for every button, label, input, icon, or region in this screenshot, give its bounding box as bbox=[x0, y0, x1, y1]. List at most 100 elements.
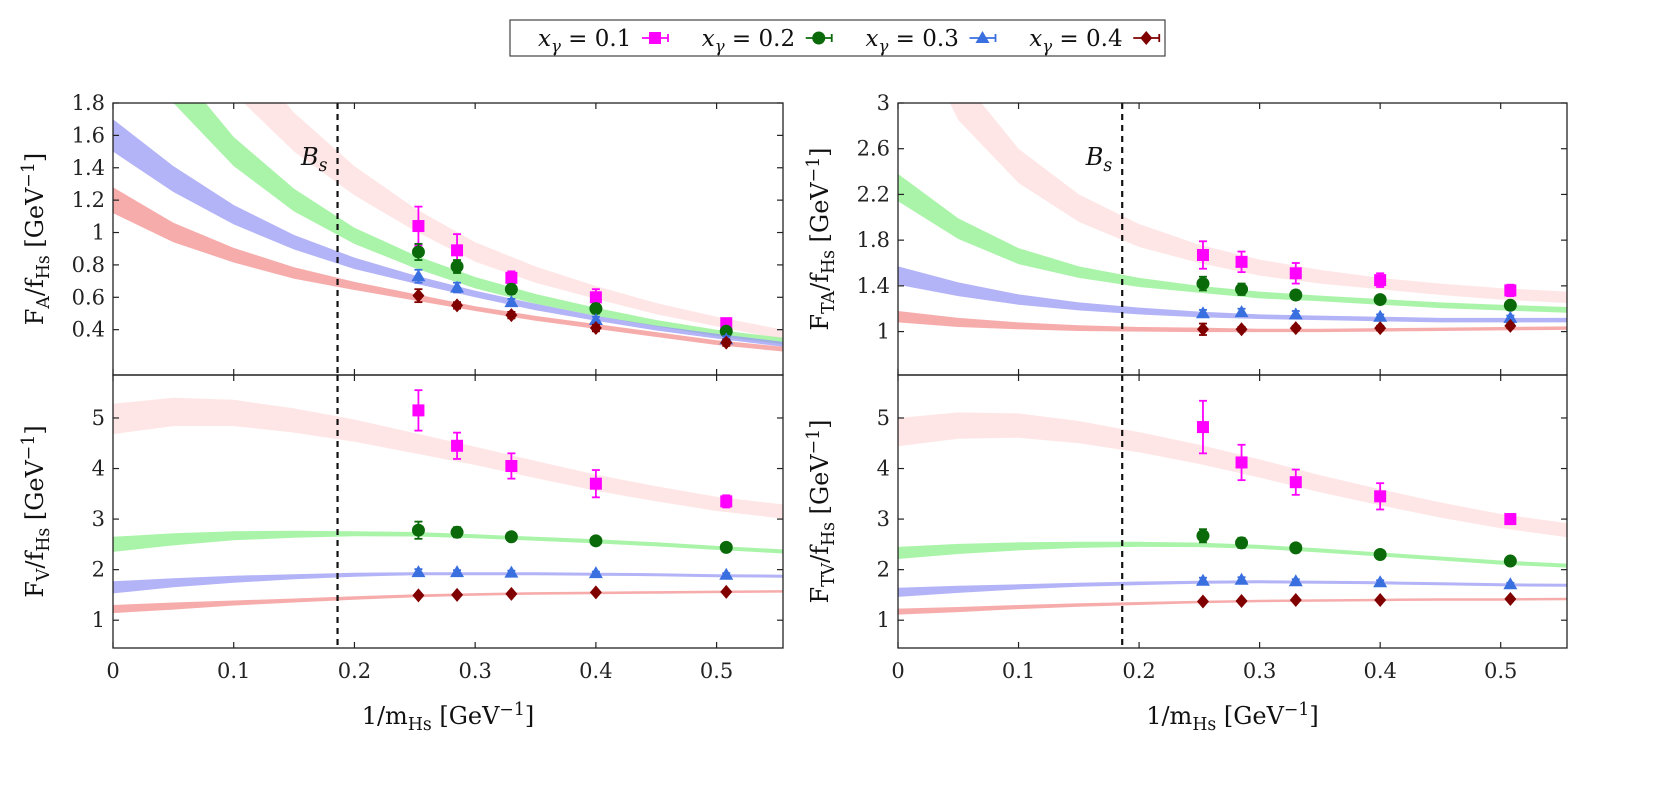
data-point bbox=[720, 335, 733, 350]
x-tick-label: 0.2 bbox=[338, 659, 371, 683]
data-point bbox=[1373, 575, 1388, 588]
data-point bbox=[1288, 574, 1303, 587]
y-tick-label: 2.2 bbox=[857, 182, 890, 206]
y-tick-label: 1.4 bbox=[857, 274, 890, 298]
x-axis-label: 1/mHs [GeV−1] bbox=[362, 700, 535, 735]
data-point bbox=[411, 245, 425, 259]
data-point bbox=[1196, 249, 1209, 261]
x-tick-label: 0.2 bbox=[1122, 659, 1155, 683]
y-tick-label: 3 bbox=[877, 91, 890, 115]
data-point bbox=[1195, 573, 1210, 586]
data-point bbox=[412, 404, 425, 417]
data-point bbox=[1196, 421, 1209, 434]
y-tick-label: 1 bbox=[92, 221, 105, 245]
data-point bbox=[1235, 255, 1248, 268]
data-point bbox=[1289, 476, 1302, 489]
data-point bbox=[1195, 306, 1210, 319]
band-0.1 bbox=[949, 103, 1567, 303]
data-point bbox=[1374, 592, 1387, 607]
band-0.1 bbox=[898, 412, 1567, 538]
y-tick-label: 3 bbox=[92, 507, 105, 531]
data-point bbox=[1373, 547, 1387, 561]
data-point bbox=[589, 585, 602, 600]
x-tick-label: 0.4 bbox=[579, 659, 612, 683]
y-tick-label: 0.4 bbox=[72, 318, 105, 342]
data-point bbox=[1504, 318, 1517, 333]
y-tick-label: 4 bbox=[877, 457, 890, 481]
x-tick-label: 0.1 bbox=[1002, 659, 1035, 683]
data-point bbox=[504, 565, 519, 578]
data-point bbox=[504, 530, 518, 544]
legend-entry-label: xγ = 0.1 bbox=[538, 26, 631, 56]
x-tick-label: 0.4 bbox=[1363, 659, 1396, 683]
data-point bbox=[589, 534, 603, 548]
data-point bbox=[450, 260, 464, 274]
y-axis-label: FA/fHs [GeV−1] bbox=[19, 153, 54, 326]
data-point bbox=[1235, 536, 1249, 550]
band-0.1 bbox=[243, 103, 783, 340]
y-tick-label: 3 bbox=[877, 507, 890, 531]
data-point bbox=[1289, 267, 1302, 280]
bs-annotation: Bs bbox=[300, 143, 328, 176]
y-tick-label: 1 bbox=[877, 320, 890, 344]
data-point bbox=[505, 460, 518, 472]
x-tick-label: 0.3 bbox=[1243, 659, 1276, 683]
data-point bbox=[451, 244, 464, 257]
y-tick-label: 1.2 bbox=[72, 188, 105, 212]
data-point bbox=[589, 291, 602, 304]
data-point bbox=[1504, 591, 1517, 606]
panel-FTA: 1 1.4 1.8 2.2 2.6 3 FTA/fHs [GeV−1] Bs bbox=[804, 91, 1568, 376]
legend-marker bbox=[649, 32, 661, 44]
data-point bbox=[1289, 592, 1302, 607]
data-point bbox=[505, 586, 518, 601]
data-point bbox=[1374, 321, 1387, 336]
data-point bbox=[1504, 513, 1517, 526]
legend-entry-label: xγ = 0.2 bbox=[702, 26, 795, 56]
y-tick-label: 1.8 bbox=[72, 91, 105, 115]
y-tick-label: 1.6 bbox=[72, 123, 105, 147]
data-point bbox=[1234, 305, 1249, 318]
data-point bbox=[451, 298, 464, 313]
x-tick-label: 0 bbox=[891, 659, 904, 683]
y-tick-label: 2.6 bbox=[857, 137, 890, 161]
data-point bbox=[719, 324, 733, 338]
y-axis-label: FTA/fHs [GeV−1] bbox=[804, 147, 839, 330]
plot-frame bbox=[112, 374, 784, 649]
data-point bbox=[589, 302, 603, 316]
band-0.4 bbox=[898, 597, 1567, 615]
legend-entry-label: xγ = 0.4 bbox=[1029, 26, 1122, 56]
data-point bbox=[1373, 309, 1388, 322]
data-point bbox=[450, 525, 464, 539]
y-tick-label: 0.6 bbox=[72, 285, 105, 309]
data-point bbox=[1235, 456, 1248, 469]
x-tick-label: 0.1 bbox=[217, 659, 250, 683]
data-point bbox=[450, 565, 465, 578]
y-tick-label: 4 bbox=[92, 457, 105, 481]
data-point bbox=[588, 312, 603, 325]
x-axis-label: 1/mHs [GeV−1] bbox=[1146, 700, 1319, 735]
data-point bbox=[411, 523, 425, 537]
y-tick-label: 0.8 bbox=[72, 253, 105, 277]
band-0.3 bbox=[898, 266, 1567, 323]
panel-FA: 0.4 0.6 0.8 1 1.2 1.4 1.6 1.8 FA/fHs [GeV−1] Bs bbox=[19, 91, 784, 376]
data-point bbox=[1235, 322, 1248, 337]
data-point bbox=[1503, 310, 1518, 323]
y-tick-label: 1 bbox=[877, 608, 890, 632]
data-point bbox=[1503, 577, 1518, 590]
legend-marker bbox=[812, 31, 826, 45]
data-point bbox=[451, 587, 464, 602]
y-axis-label: FV/fHs [GeV−1] bbox=[19, 425, 54, 598]
data-point bbox=[720, 584, 733, 599]
data-point bbox=[1503, 554, 1517, 568]
data-point bbox=[1196, 322, 1209, 337]
data-point bbox=[412, 288, 425, 303]
data-point bbox=[1373, 293, 1387, 307]
data-point bbox=[505, 271, 518, 284]
data-point bbox=[1196, 277, 1210, 291]
data-point bbox=[1234, 572, 1249, 585]
data-point bbox=[411, 565, 426, 578]
data-point bbox=[1196, 594, 1209, 609]
panel-FV: 1 2 3 4 5 0 0.1 0.2 0.3 0.4 0.5 FV/fHs [GeV−1] 1/mHs… bbox=[19, 374, 784, 735]
data-point bbox=[720, 495, 733, 508]
